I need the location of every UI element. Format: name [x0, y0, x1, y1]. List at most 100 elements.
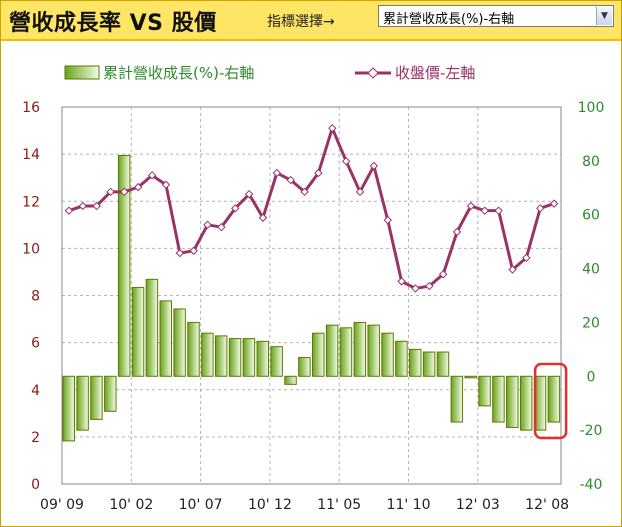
revenue-growth-bar — [478, 375, 491, 407]
closing-price-point — [217, 222, 226, 232]
left-axis-tick-label: 6 — [31, 336, 40, 352]
closing-price-point — [480, 206, 489, 215]
right-axis-tick-label: -40 — [580, 477, 603, 493]
closing-price-point — [383, 215, 392, 225]
revenue-growth-bar — [353, 321, 367, 377]
legend-marker — [367, 67, 379, 79]
x-axis-tick-label: 10' 12 — [248, 497, 292, 513]
right-axis-tick-label: 60 — [582, 208, 600, 224]
page-title: 營收成長率 VS 股價 — [9, 11, 217, 36]
revenue-growth-bar — [506, 375, 519, 428]
x-axis-tick-label: 09' 09 — [40, 497, 84, 513]
indicator-select-value: 累計營收成長(%)-右軸 — [383, 12, 515, 27]
closing-price-point — [355, 187, 365, 197]
revenue-growth-bar — [422, 351, 436, 377]
revenue-growth-bar — [145, 278, 159, 377]
closing-price-point — [522, 253, 531, 263]
closing-price-point — [397, 277, 406, 286]
revenue-growth-bar — [367, 324, 380, 377]
closing-price-point — [161, 180, 171, 189]
revenue-growth-bar — [381, 332, 394, 377]
closing-price-point — [466, 201, 476, 211]
revenue-growth-bar — [201, 332, 214, 377]
revenue-growth-bar — [492, 375, 505, 423]
legend-label: 累計營收成長(%)-右軸 — [103, 64, 254, 82]
closing-price-point — [549, 199, 559, 208]
closing-price-point — [258, 213, 268, 222]
closing-price-point — [272, 168, 282, 178]
x-axis-tick-label: 10' 02 — [109, 497, 153, 513]
right-axis-tick-label: -20 — [580, 423, 603, 439]
plot-area-border — [61, 106, 562, 485]
left-axis-tick-label: 0 — [31, 477, 40, 493]
closing-price-point — [536, 204, 545, 213]
revenue-growth-bar — [409, 348, 422, 377]
x-axis-tick-label: 12' 03 — [456, 497, 500, 513]
revenue-growth-bar — [450, 375, 464, 423]
closing-price-point — [189, 246, 198, 255]
revenue-growth-bar — [187, 321, 200, 377]
closing-price-point — [286, 175, 295, 185]
left-axis-tick-label: 14 — [22, 147, 40, 163]
x-axis-tick-label: 10' 07 — [179, 497, 223, 513]
revenue-growth-bar — [242, 338, 256, 377]
right-axis: -40 -20 0 20 40 60 80 100 — [578, 100, 605, 493]
closing-price-line — [68, 126, 555, 290]
closing-price-point — [438, 270, 448, 279]
legend: 累計營收成長(%)-右軸 收盤價-左軸 — [64, 64, 475, 82]
left-axis-tick-label: 10 — [22, 241, 40, 257]
closing-price-point — [134, 182, 143, 192]
gridlines — [62, 107, 561, 484]
closing-price-point — [494, 206, 503, 215]
revenue-growth-bar — [339, 327, 353, 377]
closing-price-point — [369, 161, 379, 171]
closing-price-point — [425, 281, 434, 291]
revenue-growth-bar — [90, 375, 103, 420]
revenue-growth-bar — [104, 375, 117, 412]
revenue-growth-bar — [256, 340, 270, 377]
closing-price-point — [244, 189, 254, 199]
indicator-selector-label: 指標選擇→ — [267, 14, 335, 30]
revenue-growth-bar — [547, 375, 561, 423]
legend-bar-swatch — [64, 65, 100, 80]
x-axis-tick-label: 11' 05 — [317, 497, 361, 513]
right-axis-tick-label: 0 — [587, 369, 596, 385]
closing-price-point — [106, 187, 115, 197]
closing-price-point — [120, 187, 129, 197]
x-axis-tick-label: 12' 08 — [525, 497, 569, 513]
revenue-growth-bar — [214, 335, 228, 377]
indicator-select[interactable]: 累計營收成長(%)-右軸 ▼ — [378, 5, 614, 27]
revenue-growth-bar — [159, 300, 172, 377]
revenue-growth-bar — [173, 308, 186, 377]
revenue-growth-bar — [464, 375, 477, 379]
left-axis-tick-label: 8 — [31, 289, 40, 305]
revenue-growth-bar — [270, 346, 283, 377]
closing-price-point — [328, 123, 337, 133]
right-axis-tick-label: 100 — [578, 100, 605, 116]
left-axis-tick-label: 4 — [31, 383, 40, 399]
highlight-box — [533, 362, 568, 440]
revenue-growth-bar — [228, 338, 242, 377]
revenue-growth-bar — [325, 324, 339, 377]
closing-price-point — [64, 206, 74, 215]
closing-price-markers — [64, 123, 559, 293]
closing-price-point — [314, 168, 323, 178]
closing-price-point — [92, 201, 101, 211]
left-axis-tick-label: 2 — [31, 430, 40, 446]
revenue-growth-bar — [76, 375, 89, 431]
closing-price-point — [411, 284, 420, 293]
right-axis-tick-label: 20 — [582, 315, 600, 331]
x-axis: 09' 09 10' 02 10' 07 10' 12 11' 05 11' 10 12' … — [40, 497, 569, 513]
closing-price-point — [78, 201, 87, 211]
header-bar: 營收成長率 VS 股價 指標選擇→ 累計營收成長(%)-右軸 ▼ — [1, 1, 621, 41]
chevron-down-icon[interactable]: ▼ — [596, 7, 612, 25]
closing-price-point — [341, 156, 351, 166]
closing-price-point — [508, 265, 517, 274]
bar-series — [62, 154, 561, 442]
revenue-growth-bar — [131, 286, 145, 377]
closing-price-point — [452, 227, 462, 237]
revenue-growth-bar — [117, 154, 131, 377]
legend-label: 收盤價-左軸 — [395, 64, 475, 82]
revenue-growth-bar — [395, 340, 408, 377]
